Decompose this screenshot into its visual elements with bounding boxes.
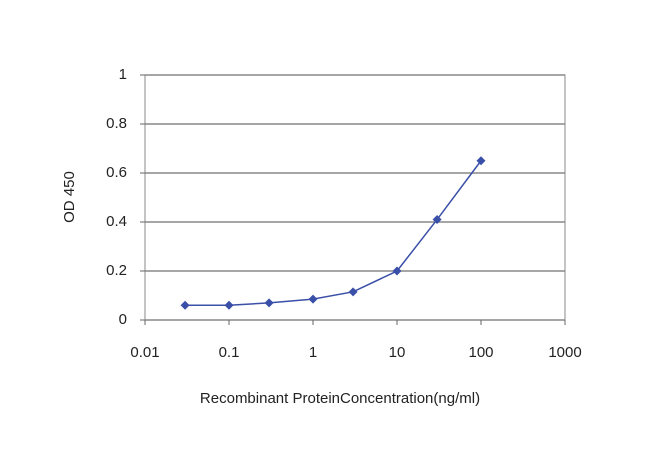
y-tick-label: 0.4 bbox=[106, 213, 127, 230]
data-point bbox=[264, 298, 274, 308]
data-point bbox=[476, 156, 486, 166]
x-tick-label: 10 bbox=[389, 344, 406, 361]
y-tick-label: 0.8 bbox=[106, 115, 127, 132]
x-tick-label: 1 bbox=[309, 344, 317, 361]
x-tick-label: 0.01 bbox=[130, 344, 159, 361]
x-axis-label: Recombinant ProteinConcentration(ng/ml) bbox=[200, 390, 480, 407]
y-tick-label: 1 bbox=[119, 66, 127, 83]
x-tick-label: 100 bbox=[468, 344, 493, 361]
x-tick-label: 0.1 bbox=[219, 344, 240, 361]
x-tick-label: 1000 bbox=[548, 344, 581, 361]
data-point bbox=[432, 215, 442, 225]
data-point bbox=[224, 300, 234, 310]
data-point bbox=[348, 287, 358, 297]
data-line bbox=[185, 160, 482, 307]
y-tick-label: 0.6 bbox=[106, 164, 127, 181]
data-point bbox=[392, 266, 402, 276]
y-tick-label: 0.2 bbox=[106, 262, 127, 279]
y-axis-label: OD 450 bbox=[61, 171, 78, 223]
data-point bbox=[180, 300, 190, 310]
plot-area bbox=[144, 74, 566, 321]
data-point bbox=[308, 294, 318, 304]
y-tick-label: 0 bbox=[119, 311, 127, 328]
